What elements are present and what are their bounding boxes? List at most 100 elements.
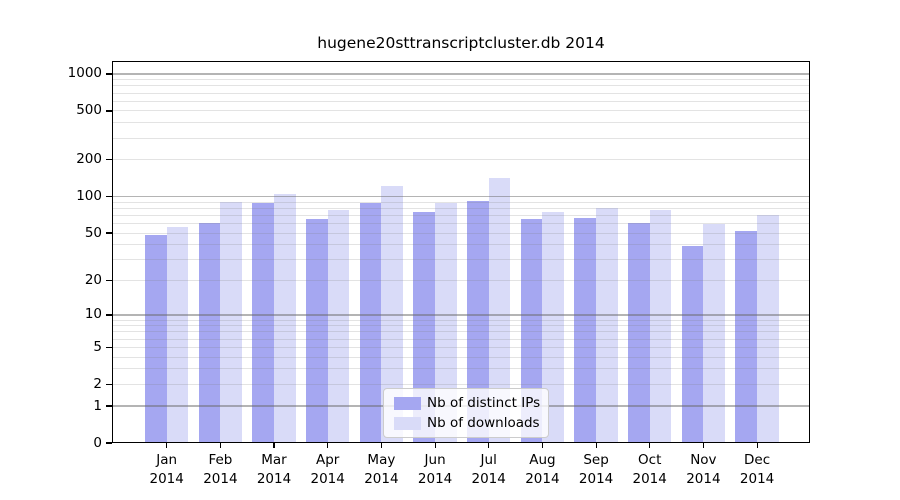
x-axis-tick: [166, 443, 168, 448]
bar-distinct-ips-nov: [681, 245, 704, 443]
x-axis-tick: [649, 443, 651, 448]
gridline-minor: [112, 159, 810, 161]
bar-distinct-ips-aug: [520, 219, 543, 443]
x-axis-label: Oct 2014: [622, 451, 678, 489]
gridline-minor: [112, 214, 810, 216]
bar-distinct-ips-sep: [574, 218, 597, 443]
gridline-minor: [112, 92, 810, 94]
bar-downloads-jul: [488, 177, 511, 443]
legend-label-distinct-ips: Nb of distinct IPs: [427, 395, 541, 411]
y-axis-label: 100: [76, 188, 102, 204]
gridline-minor: [112, 207, 810, 209]
legend: Nb of distinct IPs Nb of downloads: [383, 388, 550, 438]
y-axis-tick: [106, 195, 112, 198]
x-axis-tick: [327, 443, 329, 448]
x-axis-label-month: Aug: [529, 452, 556, 468]
x-axis-label-year: 2014: [149, 471, 184, 487]
x-axis-label: Apr 2014: [300, 451, 356, 489]
x-axis-tick: [702, 443, 705, 448]
bar-distinct-ips-jun: [413, 211, 436, 443]
x-axis-label-month: Oct: [638, 452, 662, 468]
bar-downloads-aug: [542, 212, 564, 443]
chart-title: hugene20sttranscriptcluster.db 2014: [317, 34, 605, 52]
legend-item-downloads: Nb of downloads: [394, 415, 540, 431]
y-axis-label: 2: [93, 375, 102, 392]
gridline-minor: [112, 122, 810, 124]
x-axis-label-year: 2014: [203, 471, 238, 487]
legend-item-distinct-ips: Nb of distinct IPs: [394, 395, 541, 411]
bar-distinct-ips-mar: [252, 203, 275, 443]
y-axis-tick: [106, 232, 112, 234]
y-axis-tick: [106, 314, 112, 316]
x-axis-label: Aug 2014: [514, 451, 570, 489]
x-axis-tick: [541, 443, 544, 448]
legend-label-downloads: Nb of downloads: [427, 415, 540, 431]
y-axis-tick: [106, 159, 112, 161]
gridline-major: [112, 73, 810, 75]
x-axis-label: Feb 2014: [192, 451, 248, 489]
y-axis-label: 50: [84, 224, 102, 241]
bar-downloads-feb: [220, 201, 242, 443]
y-axis-label: 20: [84, 271, 102, 288]
legend-swatch-downloads: [394, 416, 421, 430]
x-axis-label-month: Mar: [261, 452, 287, 468]
y-axis-tick: [106, 346, 112, 348]
x-axis-label-year: 2014: [256, 471, 292, 487]
y-axis-label: 1: [93, 397, 102, 414]
gridline-minor: [112, 201, 810, 203]
x-axis-label-year: 2014: [310, 471, 345, 487]
x-axis-tick: [434, 443, 436, 448]
gridline-minor: [112, 79, 810, 81]
x-axis-label-year: 2014: [578, 471, 614, 487]
y-axis-label: 10: [84, 306, 102, 323]
x-axis-label: Nov 2014: [675, 451, 731, 489]
gridline-minor: [112, 110, 810, 112]
x-axis-label-month: May: [367, 452, 396, 468]
x-axis-label-year: 2014: [417, 471, 453, 487]
bar-distinct-ips-jan: [145, 235, 167, 443]
x-axis-label: Mar 2014: [246, 451, 302, 489]
plot-area: [112, 61, 810, 443]
bar-downloads-dec: [757, 215, 779, 443]
x-axis-label: Jan 2014: [139, 451, 195, 489]
x-axis-label-month: Jun: [424, 452, 446, 468]
bar-downloads-nov: [703, 224, 725, 443]
gridline-minor: [112, 137, 810, 139]
bar-distinct-ips-dec: [735, 230, 758, 443]
bar-distinct-ips-may: [359, 203, 382, 443]
x-axis-label-month: Nov: [690, 452, 717, 468]
gridline-major: [112, 195, 810, 198]
x-axis-tick: [488, 443, 490, 448]
bar-downloads-mar: [274, 194, 296, 443]
y-axis-label: 200: [76, 151, 102, 168]
bar-distinct-ips-apr: [306, 219, 328, 443]
x-axis-label-year: 2014: [525, 471, 560, 487]
x-axis-label-month: Jan: [156, 452, 178, 468]
y-axis-tick: [106, 383, 112, 385]
y-axis-label: 500: [76, 102, 102, 119]
x-axis-label-month: Dec: [744, 452, 771, 468]
x-axis-label-year: 2014: [739, 471, 775, 487]
bar-distinct-ips-oct: [628, 222, 650, 443]
x-axis-tick: [219, 443, 222, 448]
x-axis-tick: [595, 443, 597, 448]
bar-downloads-oct: [649, 209, 672, 443]
y-axis-tick: [106, 110, 112, 112]
x-axis-label: May 2014: [353, 451, 409, 489]
bar-downloads-sep: [596, 207, 618, 443]
legend-swatch-distinct-ips: [394, 396, 421, 410]
x-axis-label-year: 2014: [471, 471, 506, 487]
x-axis-label-month: Jul: [480, 452, 497, 468]
y-axis-label: 5: [93, 338, 102, 355]
x-axis-tick: [380, 443, 383, 448]
y-axis-tick: [106, 279, 112, 282]
x-axis-label-month: Sep: [583, 452, 609, 468]
x-axis-label: Jun 2014: [407, 451, 463, 489]
y-axis-label: 1000: [67, 65, 102, 82]
x-axis-label-year: 2014: [364, 471, 399, 487]
x-axis-tick: [273, 443, 275, 448]
bar-downloads-jun: [435, 202, 457, 443]
gridline-minor: [112, 100, 810, 102]
x-axis-label: Dec 2014: [729, 451, 785, 489]
